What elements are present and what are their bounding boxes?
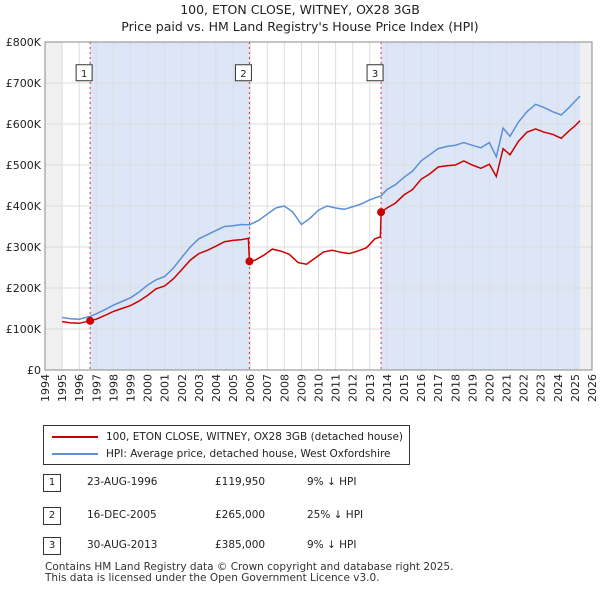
sale-price: £265,000 — [215, 509, 266, 521]
sale-hpi-diff: 9% ↓ HPI — [307, 539, 357, 551]
x-tick-label: 2015 — [398, 374, 411, 402]
x-tick-label: 2005 — [227, 374, 240, 402]
sale-point — [245, 257, 254, 266]
legend-swatch-property — [52, 436, 98, 438]
x-tick-label: 2011 — [330, 374, 343, 402]
footer-licence: This data is licensed under the Open Gov… — [45, 572, 380, 584]
sale-label-box — [366, 64, 384, 82]
x-tick-label: 1997 — [90, 374, 103, 402]
sale-row: 2 16-DEC-2005 £265,000 25% ↓ HPI — [43, 507, 463, 527]
sale-label-box — [75, 64, 93, 82]
x-tick-label: 1998 — [107, 374, 120, 402]
sale-label-number: 1 — [81, 69, 87, 80]
y-tick-label: £100K — [6, 323, 42, 336]
legend-swatch-hpi — [52, 453, 98, 455]
sale-hpi-diff: 25% ↓ HPI — [307, 509, 364, 521]
x-tick-label: 2026 — [586, 374, 599, 402]
x-tick-label: 2014 — [381, 374, 394, 402]
chart-subtitle: Price paid vs. HM Land Registry's House … — [121, 19, 479, 34]
x-tick-label: 2019 — [466, 374, 479, 402]
x-tick-label: 2007 — [261, 374, 274, 402]
x-tick-label: 2018 — [449, 374, 462, 402]
sale-price: £385,000 — [215, 539, 266, 551]
y-tick-label: £800K — [6, 36, 42, 49]
sale-number-badge: 1 — [43, 474, 61, 492]
sale-price: £119,950 — [215, 476, 266, 488]
footer-copyright: Contains HM Land Registry data © Crown c… — [45, 561, 454, 573]
x-tick-label: 2025 — [569, 374, 582, 402]
x-tick-label: 1996 — [73, 374, 86, 402]
x-tick-label: 2004 — [210, 374, 223, 402]
sale-date: 16-DEC-2005 — [87, 509, 157, 521]
x-tick-label: 2013 — [364, 374, 377, 402]
sale-date: 23-AUG-1996 — [87, 476, 158, 488]
x-tick-label: 2022 — [518, 374, 531, 402]
sale-point — [86, 316, 95, 325]
chart-title: 100, ETON CLOSE, WITNEY, OX28 3GB — [180, 2, 420, 17]
x-tick-label: 2016 — [415, 374, 428, 402]
x-tick-label: 2017 — [432, 374, 445, 402]
x-tick-label: 2010 — [313, 374, 326, 402]
y-tick-label: £300K — [6, 241, 42, 254]
x-tick-label: 2000 — [142, 374, 155, 402]
y-tick-label: £700K — [6, 77, 42, 90]
x-tick-label: 1999 — [124, 374, 137, 402]
y-tick-label: £0 — [27, 364, 41, 377]
sale-label-box — [234, 64, 252, 82]
x-tick-label: 2008 — [278, 374, 291, 402]
price-chart: £0 £100K £200K £300K £400K £500K £600K £700K £80… — [6, 36, 599, 402]
y-tick-label: £500K — [6, 159, 42, 172]
x-tick-label: 2009 — [295, 374, 308, 402]
sale-row: 1 23-AUG-1996 £119,950 9% ↓ HPI — [43, 474, 463, 494]
y-tick-label: £200K — [6, 282, 42, 295]
x-tick-label: 2006 — [244, 374, 257, 402]
sale-label-number: 2 — [240, 69, 246, 80]
series-line-hpi — [61, 95, 581, 320]
x-tick-label: 2003 — [193, 374, 206, 402]
legend-label-hpi: HPI: Average price, detached house, West… — [106, 448, 391, 460]
chart-legend: 100, ETON CLOSE, WITNEY, OX28 3GB (detac… — [43, 425, 410, 465]
x-tick-label: 2021 — [501, 374, 514, 402]
sale-number-badge: 3 — [43, 537, 61, 555]
legend-entry-property: 100, ETON CLOSE, WITNEY, OX28 3GB (detac… — [52, 430, 403, 444]
x-tick-label: 2002 — [176, 374, 189, 402]
sale-number-badge: 2 — [43, 507, 61, 525]
x-tick-label: 1994 — [39, 374, 52, 402]
plot-frame — [44, 41, 593, 371]
legend-label-property: 100, ETON CLOSE, WITNEY, OX28 3GB (detac… — [106, 431, 404, 443]
x-tick-label: 2024 — [552, 374, 565, 402]
sale-date: 30-AUG-2013 — [87, 539, 158, 551]
x-tick-label: 2012 — [347, 374, 360, 402]
x-tick-label: 2001 — [159, 374, 172, 402]
sale-label-number: 3 — [372, 69, 378, 80]
sale-hpi-diff: 9% ↓ HPI — [307, 476, 357, 488]
x-tick-label: 2020 — [483, 374, 496, 402]
x-tick-label: 2023 — [535, 374, 548, 402]
sale-point — [377, 208, 386, 217]
y-tick-label: £600K — [6, 118, 42, 131]
series-line-property — [61, 120, 581, 325]
sale-row: 3 30-AUG-2013 £385,000 9% ↓ HPI — [43, 537, 463, 557]
x-tick-label: 1995 — [56, 374, 69, 402]
legend-entry-hpi: HPI: Average price, detached house, West… — [52, 447, 391, 461]
y-tick-label: £400K — [6, 200, 42, 213]
